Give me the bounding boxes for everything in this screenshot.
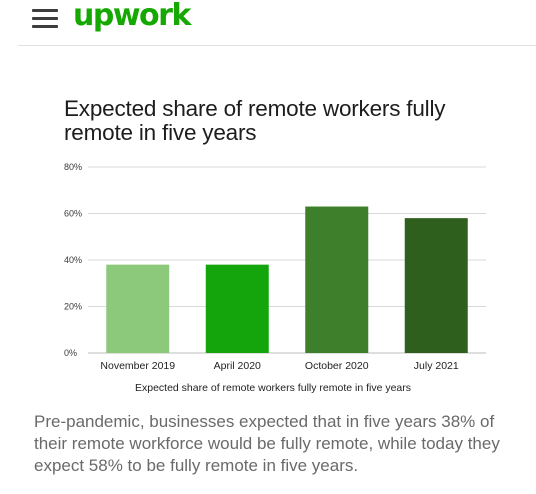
bar (404, 218, 468, 353)
menu-line (32, 17, 58, 20)
chart-title: Expected share of remote workers fully r… (64, 96, 446, 145)
header-divider (18, 45, 536, 46)
menu-line (32, 25, 58, 28)
hamburger-menu-icon[interactable] (32, 9, 58, 29)
y-tick-label: 60% (64, 209, 82, 219)
x-category-label: November 2019 (100, 360, 175, 372)
x-category-label: July 2021 (414, 360, 459, 372)
y-tick-label: 0% (64, 348, 77, 358)
x-category-label: April 2020 (214, 360, 261, 372)
chart-caption: Expected share of remote workers fully r… (134, 382, 412, 394)
site-header: upwork (0, 0, 536, 46)
menu-line (32, 9, 58, 12)
bar (106, 264, 170, 353)
y-tick-label: 20% (64, 302, 82, 312)
bar (305, 206, 369, 353)
bar (205, 264, 269, 353)
x-category-label: October 2020 (305, 360, 369, 372)
summary-text: Pre-pandemic, businesses expected that i… (34, 412, 500, 475)
y-tick-label: 80% (64, 162, 82, 172)
upwork-logo[interactable]: upwork (73, 0, 191, 33)
y-tick-label: 40% (64, 255, 82, 265)
